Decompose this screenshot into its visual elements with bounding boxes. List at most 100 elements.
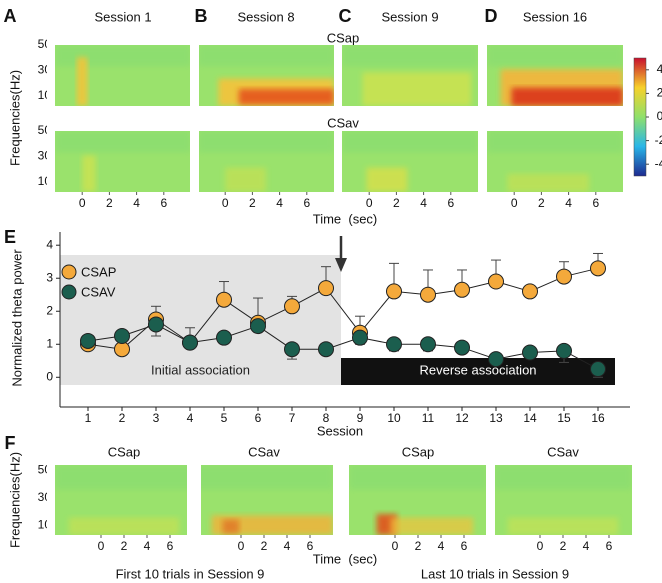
- y-tick-label: 2: [46, 303, 53, 317]
- x-tick-label: 4: [187, 411, 194, 425]
- data-point: [420, 336, 436, 353]
- spectrogram-shade: [195, 465, 333, 490]
- annotation: Reverse association: [419, 362, 536, 377]
- colorbar-tick-label: 4: [657, 62, 662, 76]
- x-tick-label: 4: [583, 539, 590, 553]
- y-tick-label: 3: [46, 270, 53, 284]
- data-point: [590, 361, 606, 378]
- spectrogram-shade: [55, 131, 191, 153]
- colorbar: [633, 57, 647, 177]
- panel-title: CSav: [547, 444, 579, 459]
- y-tick-label: 0: [46, 369, 53, 383]
- colorbar-tick-label: 2: [657, 86, 662, 100]
- arrow-head: [335, 258, 347, 272]
- spectrogram-hotspot: [366, 167, 408, 192]
- spectrogram-hotspot: [82, 155, 96, 192]
- data-point: [454, 339, 470, 356]
- x-tick-label: 6: [303, 196, 310, 210]
- spectrogram-shade: [349, 465, 487, 490]
- data-point: [114, 328, 130, 345]
- y-axis-label: Normalized theta power: [9, 249, 24, 387]
- x-tick-label: 2: [119, 411, 126, 425]
- spectrogram-shade: [55, 45, 191, 67]
- legend-marker: [61, 284, 77, 300]
- panel-title: Session 1: [94, 9, 151, 24]
- x-tick-label: 6: [167, 539, 174, 553]
- colorbar-tick-label: -2: [655, 133, 662, 147]
- data-point: [216, 329, 232, 346]
- y-tick-label: 4: [46, 237, 53, 251]
- y-axis-label: Frequencies(Hz): [7, 452, 22, 548]
- row-title: CSap: [327, 30, 360, 45]
- spectrogram-hotspot: [68, 517, 180, 535]
- data-point: [318, 341, 334, 358]
- x-tick-label: 12: [455, 411, 469, 425]
- legend-label: CSAP: [81, 264, 116, 279]
- initial-region: [60, 255, 341, 385]
- spectrogram-hotspot: [507, 173, 589, 192]
- caption: First 10 trials in Session 9: [116, 566, 265, 581]
- x-tick-label: 0: [98, 539, 105, 553]
- data-point: [284, 298, 300, 315]
- spectrogram-hotspot: [362, 72, 472, 106]
- row-title: CSav: [327, 115, 359, 130]
- panel-title: Session 9: [381, 9, 438, 24]
- data-point: [522, 344, 538, 361]
- spectrogram-hotspot: [225, 167, 266, 192]
- spectrogram-shade: [487, 131, 623, 153]
- spectrogram-shade: [342, 131, 478, 153]
- spectrogram-hotspot: [511, 87, 623, 106]
- x-tick-label: 0: [79, 196, 86, 210]
- x-tick-label: 10: [387, 411, 401, 425]
- x-tick-label: 5: [221, 411, 228, 425]
- data-point: [556, 268, 572, 285]
- x-tick-label: 4: [420, 196, 427, 210]
- data-point: [420, 286, 436, 303]
- x-tick-label: 0: [238, 539, 245, 553]
- panel-label: E: [4, 227, 16, 247]
- data-point: [182, 334, 198, 351]
- caption: Last 10 trials in Session 9: [421, 566, 569, 581]
- x-tick-label: 13: [489, 411, 503, 425]
- data-point: [488, 273, 504, 290]
- panel-frame: [47, 457, 201, 543]
- data-point: [284, 341, 300, 358]
- legend-marker: [61, 264, 77, 280]
- colorbar-tick-label: 0: [657, 109, 662, 123]
- spectrogram-shade: [198, 45, 334, 67]
- x-tick-label: 2: [415, 539, 422, 553]
- spectrogram-hotspot: [222, 519, 240, 534]
- x-tick-label: 0: [222, 196, 229, 210]
- panel-frame: [479, 37, 631, 114]
- panel-title: Session 8: [237, 9, 294, 24]
- x-tick-label: 0: [511, 196, 518, 210]
- colorbar-tick-label: -4: [655, 156, 662, 170]
- spectrogram-hotspot: [211, 515, 333, 535]
- data-point: [522, 283, 538, 300]
- x-tick-label: 14: [523, 411, 537, 425]
- spectrogram-hotspot: [507, 517, 619, 535]
- spectrogram-hotspot: [238, 88, 334, 105]
- series-line: [87, 323, 599, 370]
- x-tick-label: 16: [591, 411, 605, 425]
- x-tick-label: 6: [606, 539, 613, 553]
- x-tick-label: 0: [392, 539, 399, 553]
- data-point: [454, 281, 470, 298]
- x-tick-label: 4: [144, 539, 151, 553]
- panel-label: C: [339, 6, 352, 26]
- panel-label: D: [485, 6, 498, 26]
- spectrogram-hotspot: [390, 517, 474, 535]
- data-point: [148, 316, 164, 333]
- x-tick-label: 4: [276, 196, 283, 210]
- data-point: [216, 291, 232, 308]
- panel-frame: [479, 123, 631, 200]
- panel-label: B: [195, 6, 208, 26]
- x-tick-label: 6: [461, 539, 468, 553]
- data-point: [80, 332, 96, 349]
- data-point: [488, 351, 504, 368]
- x-tick-label: 6: [160, 196, 167, 210]
- data-point: [590, 260, 606, 277]
- x-tick-label: 4: [438, 539, 445, 553]
- panel-title: CSap: [108, 444, 141, 459]
